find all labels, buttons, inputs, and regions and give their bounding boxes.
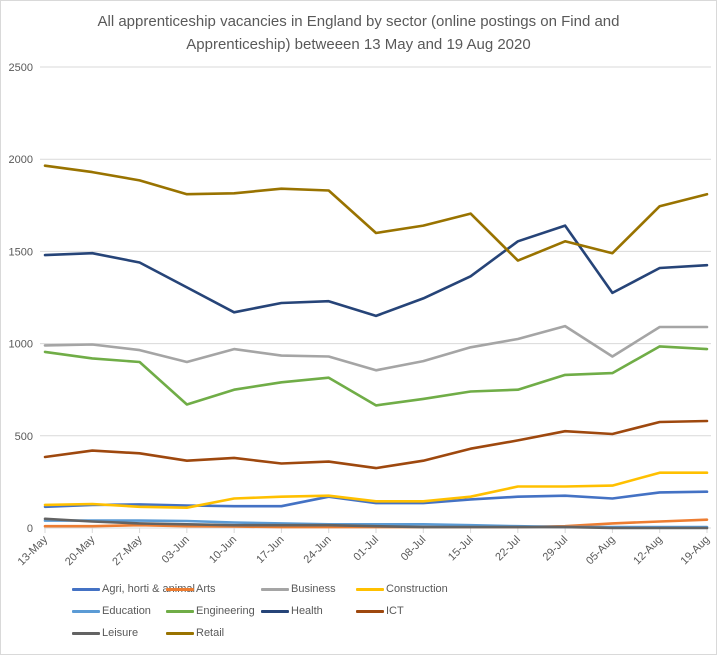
x-tick-label: 29-Jul bbox=[541, 534, 571, 564]
y-tick-label: 1000 bbox=[9, 339, 33, 351]
series-line-business bbox=[43, 324, 709, 372]
legend-swatch bbox=[261, 609, 289, 613]
chart-title: All apprenticeship vacancies in England … bbox=[0, 10, 717, 56]
y-tick-label: 2500 bbox=[9, 62, 33, 74]
legend-swatch bbox=[72, 631, 100, 635]
x-tick-label: 27-May bbox=[110, 533, 145, 568]
legend-item: Leisure bbox=[72, 627, 138, 639]
y-axis: 0 500 1000 1500 2000 2500 bbox=[9, 62, 33, 535]
legend-item: Retail bbox=[166, 627, 224, 639]
y-tick-label: 1500 bbox=[9, 246, 33, 258]
chart-title-line-1: All apprenticeship vacancies in England … bbox=[97, 13, 620, 30]
legend-swatch bbox=[261, 587, 289, 591]
x-tick-label: 05-Aug bbox=[584, 534, 618, 568]
legend-label: Business bbox=[291, 583, 336, 595]
x-tick-label: 08-Jul bbox=[399, 534, 429, 564]
x-tick-label: 13-May bbox=[16, 533, 51, 568]
series-line-agri-horti-animal bbox=[43, 490, 709, 509]
legend-label: Arts bbox=[196, 583, 216, 595]
legend-item: Education bbox=[72, 605, 151, 617]
y-tick-label: 0 bbox=[27, 523, 33, 535]
legend-item: Engineering bbox=[166, 605, 255, 617]
x-tick-label: 20-May bbox=[63, 533, 98, 568]
legend-swatch bbox=[72, 609, 100, 613]
legend-label: Agri, horti & animal bbox=[102, 583, 195, 595]
series-line-retail bbox=[43, 164, 709, 262]
legend-swatch bbox=[166, 631, 194, 635]
legend-label: Education bbox=[102, 605, 151, 617]
legend-swatch bbox=[356, 587, 384, 591]
plot-area: 0 500 1000 1500 2000 2500 13-May 20-May 27-May 0… bbox=[9, 62, 713, 568]
legend-item: Business bbox=[261, 583, 336, 595]
x-tick-label: 17-Jun bbox=[254, 534, 286, 566]
legend-label: Construction bbox=[386, 583, 448, 595]
x-tick-label: 19-Aug bbox=[679, 534, 713, 568]
legend-item: Agri, horti & animal bbox=[72, 583, 195, 595]
x-tick-label: 01-Jul bbox=[351, 534, 381, 564]
x-tick-label: 15-Jul bbox=[446, 534, 476, 564]
gridlines bbox=[40, 66, 711, 437]
chart-title-line-2: Apprenticeship) betweeen 13 May and 19 A… bbox=[186, 36, 531, 53]
y-tick-label: 2000 bbox=[9, 154, 33, 166]
legend-label: Leisure bbox=[102, 627, 139, 639]
x-tick-label: 03-Jun bbox=[160, 534, 192, 566]
series-line-health bbox=[43, 224, 709, 318]
x-tick-label: 24-Jun bbox=[302, 534, 334, 566]
legend-item: Arts bbox=[166, 583, 216, 595]
series-line-ict bbox=[43, 419, 709, 470]
legend-item: Health bbox=[261, 605, 323, 617]
series-line-engineering bbox=[43, 345, 709, 407]
x-tick-label: 12-Aug bbox=[631, 534, 665, 568]
legend-swatch bbox=[356, 609, 384, 613]
legend-label: ICT bbox=[386, 605, 404, 617]
legend-label: Engineering bbox=[196, 605, 255, 617]
x-tick-label: 22-Jul bbox=[493, 534, 523, 564]
legend-label: Health bbox=[291, 605, 323, 617]
legend-label: Retail bbox=[196, 627, 225, 639]
series-lines bbox=[43, 164, 709, 530]
legend-swatch bbox=[166, 609, 194, 613]
legend-item: ICT bbox=[356, 605, 404, 617]
legend-swatch bbox=[166, 587, 194, 591]
x-axis: 13-May 20-May 27-May 03-Jun 10-Jun 17-Jun 24-J… bbox=[16, 527, 713, 568]
legend-swatch bbox=[72, 587, 100, 591]
y-tick-label: 500 bbox=[15, 431, 33, 443]
series-line-construction bbox=[43, 471, 709, 510]
series-line-leisure bbox=[43, 517, 709, 530]
x-tick-label: 10-Jun bbox=[207, 534, 239, 566]
legend-item: Construction bbox=[356, 583, 448, 595]
